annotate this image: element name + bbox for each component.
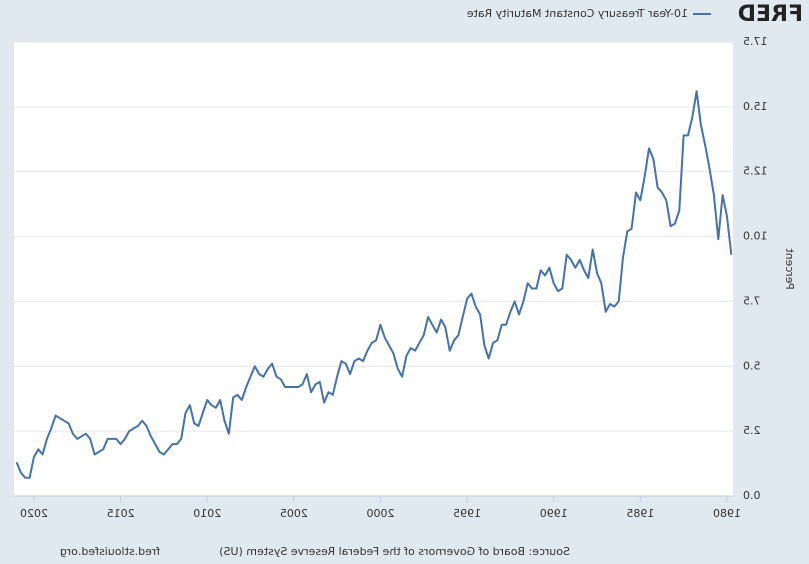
plot-area <box>14 42 733 496</box>
x-tick-label: 1990 <box>540 507 568 520</box>
y-tick-label: 12.5 <box>743 165 768 178</box>
x-tick-label: 2015 <box>107 507 135 520</box>
x-tick-label: 2000 <box>366 507 394 520</box>
logo: FRED <box>738 2 803 27</box>
x-tick-label: 1985 <box>626 507 654 520</box>
source: Source: Board of Governors of the Federa… <box>219 545 570 558</box>
y-axis-label: Percent <box>783 248 796 290</box>
line-series <box>15 90 733 479</box>
x-tick-label: 1995 <box>453 507 481 520</box>
x-tick-label: 2005 <box>280 507 308 520</box>
y-tick-label: 0.0 <box>743 489 761 502</box>
y-tick-label: 10.0 <box>743 230 768 243</box>
y-tick-label: 15.0 <box>743 100 768 113</box>
x-tick-label: 2010 <box>193 507 221 520</box>
y-tick-label: 5.0 <box>743 359 761 372</box>
legend-label: 10-Year Treasury Constant Maturity Rate <box>467 7 688 20</box>
x-tick-label: 1980 <box>713 507 741 520</box>
y-tick-label: 17.5 <box>743 35 768 48</box>
site: fred.stlouisfed.org <box>60 545 160 558</box>
y-tick-label: 7.5 <box>743 294 761 307</box>
x-tick-label: 2020 <box>20 507 48 520</box>
y-tick-label: 2.5 <box>743 424 761 437</box>
